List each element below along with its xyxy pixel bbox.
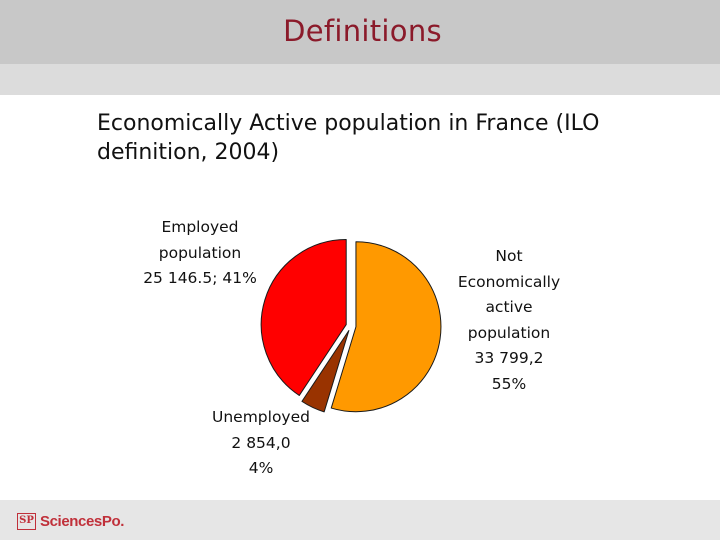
label-employed-line2: population (158, 243, 242, 262)
label-inactive-line2: Economically (457, 272, 561, 291)
label-employed: Employed population 25 146.5; 41% (130, 215, 270, 292)
title-bar (0, 0, 720, 64)
chart-subtitle: Economically Active population in France… (97, 111, 600, 165)
label-inactive-line5: 33 799,2 (474, 349, 544, 367)
slice-unemployed (301, 330, 350, 413)
label-inactive-line3: active (485, 298, 533, 316)
footer-bar (0, 500, 720, 540)
label-unemployed: Unemployed 2 854,0 4% (196, 405, 326, 482)
slide-title: Definitions (283, 14, 442, 48)
slice-employed (260, 239, 347, 396)
logo-text: SciencesPo. (40, 512, 124, 530)
label-unemployed-line2: 2 854,0 (231, 433, 291, 452)
label-employed-line3: 25 146.5; 41% (143, 269, 257, 287)
label-inactive-line4: population (467, 323, 551, 342)
label-employed-line1: Employed (161, 218, 239, 236)
label-unemployed-line3: 4% (248, 459, 274, 477)
sciencespo-logo: SP SciencesPo. (17, 510, 124, 532)
label-not-economically-active: Not Economically active population 33 79… (445, 244, 573, 397)
slice-not-economically-active (330, 241, 442, 413)
sciencespo-emblem-icon: SP (17, 512, 36, 530)
header-band (0, 64, 720, 95)
label-inactive-line6: 55% (491, 374, 527, 393)
label-inactive-line1: Not (495, 247, 523, 265)
label-unemployed-line1: Unemployed (212, 408, 310, 426)
